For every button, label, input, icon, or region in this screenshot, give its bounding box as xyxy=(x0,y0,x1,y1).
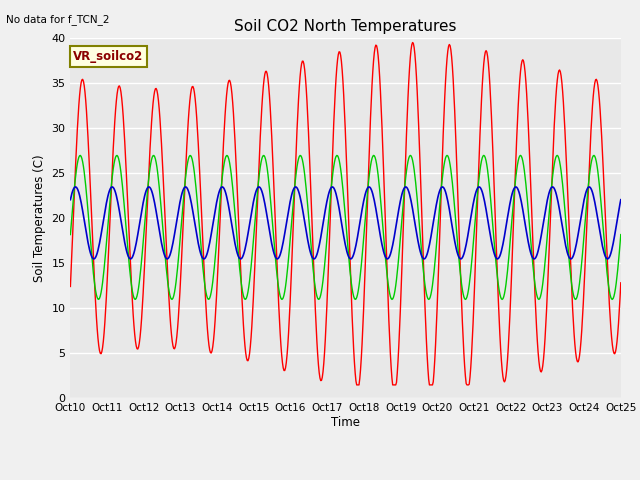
Text: VR_soilco2: VR_soilco2 xyxy=(73,50,143,63)
Title: Soil CO2 North Temperatures: Soil CO2 North Temperatures xyxy=(234,20,457,35)
Y-axis label: Soil Temperatures (C): Soil Temperatures (C) xyxy=(33,155,46,282)
X-axis label: Time: Time xyxy=(331,416,360,429)
Legend: -2cm, -8cm, -16cm: -2cm, -8cm, -16cm xyxy=(234,476,457,480)
Text: No data for f_TCN_2: No data for f_TCN_2 xyxy=(6,14,110,25)
